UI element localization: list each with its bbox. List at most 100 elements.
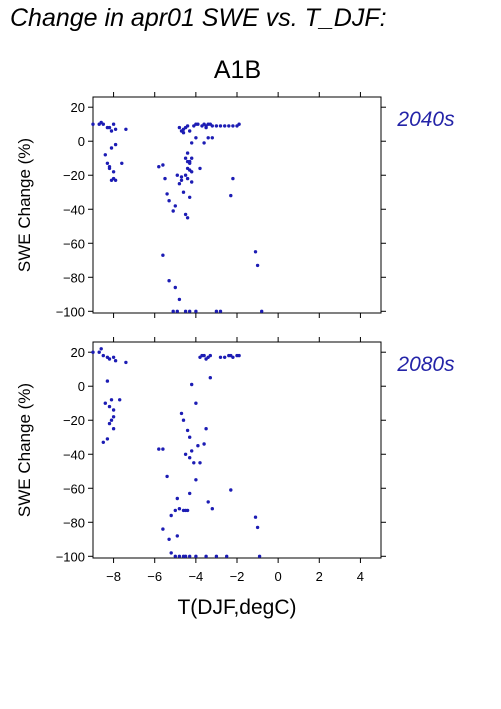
data-point [113, 178, 118, 182]
data-point [175, 534, 179, 538]
plot-frame [92, 341, 382, 559]
data-point [190, 449, 194, 453]
data-point [194, 136, 198, 140]
data-point [101, 122, 106, 126]
data-point [231, 124, 235, 128]
data-point [111, 355, 116, 359]
data-point [185, 428, 190, 433]
data-point [188, 554, 192, 558]
x-tick-label: −4 [188, 569, 203, 584]
data-point [183, 212, 188, 217]
data-point [109, 129, 114, 133]
panel-2040s: −100 −80 −60 −40 −20 0 20 SWE Change (%) 2040s [15, 92, 455, 319]
data-point [103, 401, 108, 405]
data-point [206, 500, 210, 504]
data-point [161, 163, 165, 167]
y-tick-label: 0 [78, 134, 85, 149]
data-point [157, 447, 161, 451]
data-point [120, 161, 124, 165]
data-point [167, 199, 171, 203]
x-tick-label: 0 [275, 569, 282, 584]
data-point [214, 554, 219, 558]
data-point [237, 353, 241, 358]
y-tick-label: −80 [63, 515, 85, 530]
y-tick-label: −40 [63, 447, 85, 462]
data-point [218, 355, 223, 359]
data-point [173, 508, 177, 513]
data-point [214, 124, 219, 128]
data-point [218, 124, 223, 128]
data-point [257, 554, 262, 558]
data-point [124, 127, 128, 131]
data-point [188, 159, 192, 164]
data-point [218, 309, 223, 313]
data-point [165, 474, 169, 479]
data-point [188, 195, 192, 199]
data-point [183, 309, 188, 313]
data-point [171, 209, 175, 213]
data-point [204, 125, 208, 130]
data-point [107, 125, 112, 130]
y-tick-label: 20 [71, 100, 85, 115]
data-point [173, 285, 177, 290]
data-point [183, 156, 188, 160]
plot-frame [92, 96, 382, 314]
x-tick-label: 4 [357, 569, 364, 584]
y-tick-label: −80 [63, 270, 85, 285]
data-point [124, 360, 128, 365]
data-point [208, 376, 212, 380]
data-point [188, 168, 192, 172]
x-tick-label: −8 [106, 569, 121, 584]
data-point [260, 309, 264, 313]
data-point [190, 156, 194, 160]
data-point [181, 131, 186, 135]
x-tick-label: −6 [147, 569, 162, 584]
y-tick-label: −60 [63, 481, 85, 496]
data-point [206, 136, 210, 140]
y-tick-label: −100 [56, 304, 85, 319]
data-point [188, 309, 192, 313]
data-point [194, 401, 198, 405]
y-tick-label: 20 [71, 345, 85, 360]
data-point [111, 415, 116, 419]
data-point [177, 182, 182, 186]
data-point [111, 427, 116, 431]
data-point [188, 456, 192, 460]
data-point [177, 554, 182, 558]
data-point [99, 347, 103, 351]
y-tick-label: 0 [78, 379, 85, 394]
data-point [214, 309, 219, 313]
y-tick-label: −40 [63, 202, 85, 217]
data-point [204, 427, 208, 431]
data-point [105, 161, 110, 165]
data-point [208, 353, 212, 358]
data-point [179, 175, 184, 179]
data-point [185, 151, 190, 155]
x-axis-label: T(DJF,degC) [177, 596, 296, 619]
data-point [225, 554, 229, 558]
main-title: Change in apr01 SWE vs. T_DJF: [10, 4, 387, 32]
data-point [101, 353, 106, 358]
data-point [157, 165, 161, 169]
data-point [229, 488, 233, 492]
data-point [107, 166, 112, 171]
data-point [113, 142, 118, 147]
data-point [196, 122, 200, 126]
data-point [118, 398, 122, 402]
data-point [196, 444, 200, 448]
data-point [210, 124, 214, 128]
data-point [167, 279, 171, 283]
data-point [255, 263, 260, 268]
data-point [165, 192, 169, 196]
x-tick-label: 2 [316, 569, 323, 584]
data-point [188, 491, 192, 496]
data-point [173, 204, 177, 208]
data-point [190, 180, 194, 184]
data-point [237, 122, 241, 126]
data-point [183, 173, 188, 177]
data-point [181, 190, 186, 194]
data-point [223, 124, 227, 128]
data-point [169, 551, 173, 555]
data-point [210, 136, 214, 140]
